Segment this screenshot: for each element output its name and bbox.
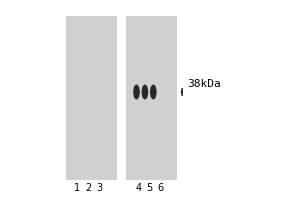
Text: 3: 3 [96,183,102,193]
Text: 5: 5 [146,183,152,193]
Ellipse shape [133,84,140,99]
Ellipse shape [150,84,157,99]
Text: 2: 2 [85,183,91,193]
Text: 38kDa: 38kDa [188,79,221,89]
Text: 6: 6 [157,183,163,193]
Ellipse shape [142,84,148,99]
Text: 1: 1 [74,183,80,193]
FancyBboxPatch shape [126,16,177,180]
FancyBboxPatch shape [66,16,117,180]
Text: 4: 4 [136,183,142,193]
